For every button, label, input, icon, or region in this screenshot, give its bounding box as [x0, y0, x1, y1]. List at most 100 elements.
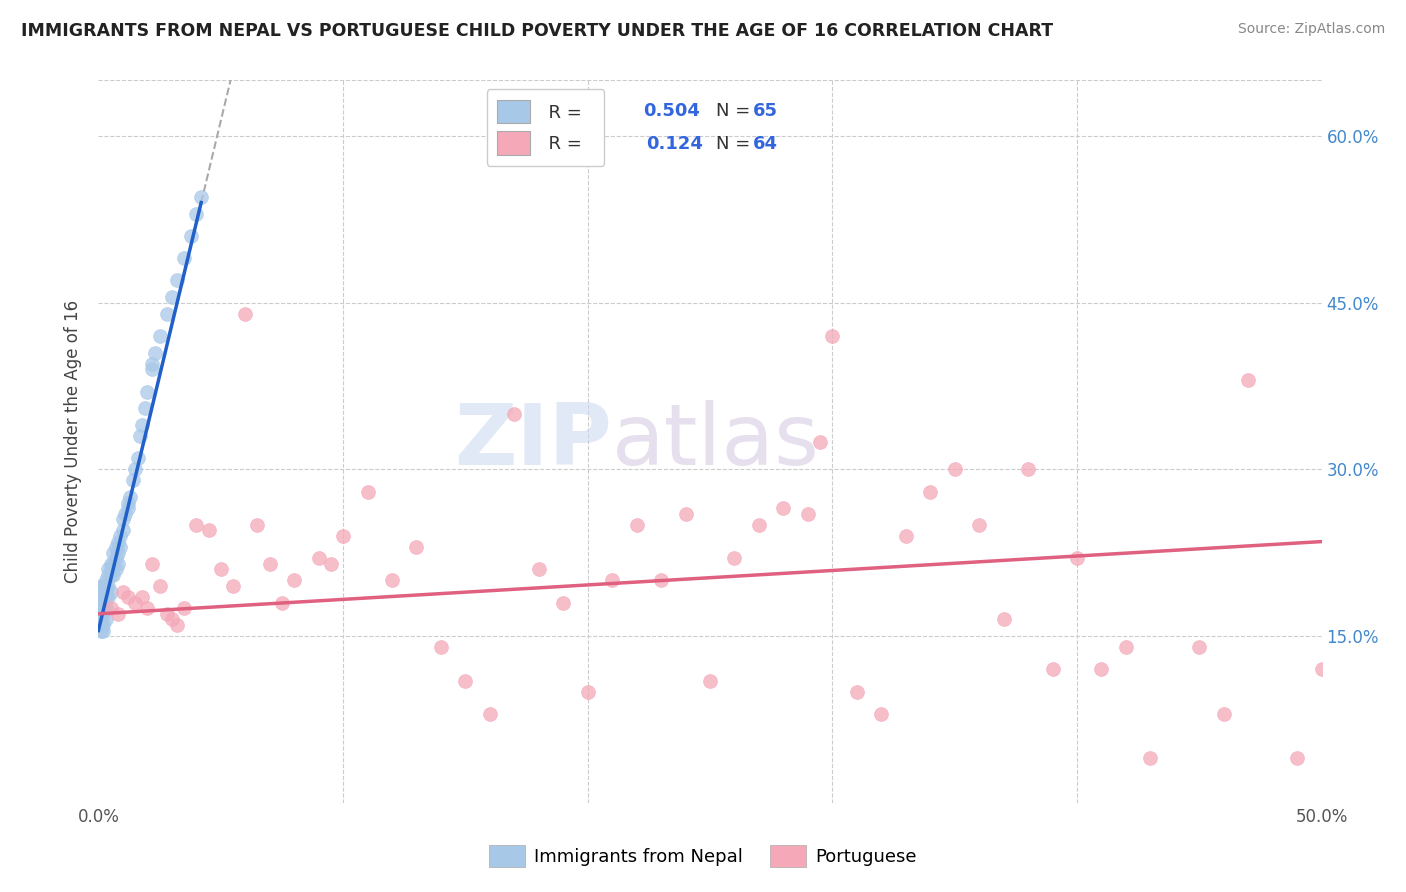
- Point: [576, 684, 599, 698]
- Point: [1188, 640, 1211, 655]
- Point: [197, 524, 219, 538]
- Text: 64: 64: [752, 135, 778, 153]
- Point: [1237, 373, 1260, 387]
- Point: [91, 579, 114, 593]
- Text: N =: N =: [716, 102, 756, 120]
- Point: [97, 562, 120, 576]
- Point: [110, 529, 132, 543]
- Point: [97, 579, 120, 593]
- Point: [90, 607, 112, 621]
- Point: [222, 579, 245, 593]
- Point: [675, 507, 697, 521]
- Point: [121, 474, 143, 488]
- Point: [100, 568, 122, 582]
- Point: [821, 329, 844, 343]
- Point: [97, 590, 120, 604]
- Point: [131, 417, 153, 432]
- Point: [127, 451, 149, 466]
- Point: [870, 706, 893, 721]
- Point: [1310, 662, 1333, 676]
- Point: [107, 546, 129, 560]
- Point: [699, 673, 721, 688]
- Point: [553, 596, 575, 610]
- Point: [173, 601, 195, 615]
- Point: [993, 612, 1015, 626]
- Text: 65: 65: [752, 102, 778, 120]
- Point: [190, 190, 212, 204]
- Point: [100, 557, 122, 571]
- Point: [748, 517, 770, 532]
- Point: [136, 601, 159, 615]
- Text: 0.504: 0.504: [643, 102, 700, 120]
- Y-axis label: Child Poverty Under the Age of 16: Child Poverty Under the Age of 16: [65, 300, 83, 583]
- Text: ZIP: ZIP: [454, 400, 612, 483]
- Point: [143, 345, 166, 359]
- Point: [1066, 551, 1088, 566]
- Point: [101, 546, 124, 560]
- Point: [180, 228, 202, 243]
- Point: [141, 557, 163, 571]
- Point: [166, 273, 188, 287]
- Point: [920, 484, 942, 499]
- Point: [94, 574, 117, 588]
- Point: [124, 596, 146, 610]
- Point: [90, 624, 112, 638]
- Point: [797, 507, 820, 521]
- Point: [1212, 706, 1234, 721]
- Point: [503, 407, 526, 421]
- Point: [405, 540, 427, 554]
- Point: [129, 429, 152, 443]
- Point: [91, 590, 114, 604]
- Point: [381, 574, 404, 588]
- Point: [107, 557, 129, 571]
- Point: [319, 557, 342, 571]
- Text: N =: N =: [716, 135, 756, 153]
- Point: [94, 612, 117, 626]
- Point: [111, 524, 134, 538]
- Point: [772, 501, 794, 516]
- Point: [94, 590, 117, 604]
- Point: [100, 584, 122, 599]
- Point: [90, 579, 112, 593]
- Point: [626, 517, 648, 532]
- Point: [91, 618, 114, 632]
- Point: [967, 517, 990, 532]
- Point: [173, 251, 195, 265]
- Point: [90, 618, 112, 632]
- Point: [124, 462, 146, 476]
- Text: Source: ZipAtlas.com: Source: ZipAtlas.com: [1237, 22, 1385, 37]
- Point: [117, 501, 139, 516]
- Point: [270, 596, 294, 610]
- Text: IMMIGRANTS FROM NEPAL VS PORTUGUESE CHILD POVERTY UNDER THE AGE OF 16 CORRELATIO: IMMIGRANTS FROM NEPAL VS PORTUGUESE CHIL…: [21, 22, 1053, 40]
- Point: [1017, 462, 1039, 476]
- Point: [233, 307, 256, 321]
- Point: [723, 551, 745, 566]
- Point: [160, 612, 183, 626]
- Point: [91, 601, 114, 615]
- Point: [114, 507, 136, 521]
- Point: [101, 557, 124, 571]
- Point: [186, 517, 208, 532]
- Point: [111, 512, 134, 526]
- Point: [104, 551, 127, 566]
- Point: [141, 357, 163, 371]
- Point: [117, 496, 139, 510]
- Point: [308, 551, 330, 566]
- Point: [90, 596, 112, 610]
- Point: [1286, 751, 1309, 765]
- Point: [90, 612, 112, 626]
- Point: [478, 706, 501, 721]
- Point: [104, 562, 127, 576]
- Point: [246, 517, 269, 532]
- Text: atlas: atlas: [612, 400, 820, 483]
- Point: [943, 462, 966, 476]
- Point: [600, 574, 623, 588]
- Point: [91, 607, 114, 621]
- Legend:   R = ,   R =  : R = , R =: [486, 89, 605, 166]
- Point: [160, 290, 183, 304]
- Point: [117, 590, 139, 604]
- Point: [136, 384, 159, 399]
- Point: [91, 624, 114, 638]
- Point: [259, 557, 281, 571]
- Point: [1090, 662, 1112, 676]
